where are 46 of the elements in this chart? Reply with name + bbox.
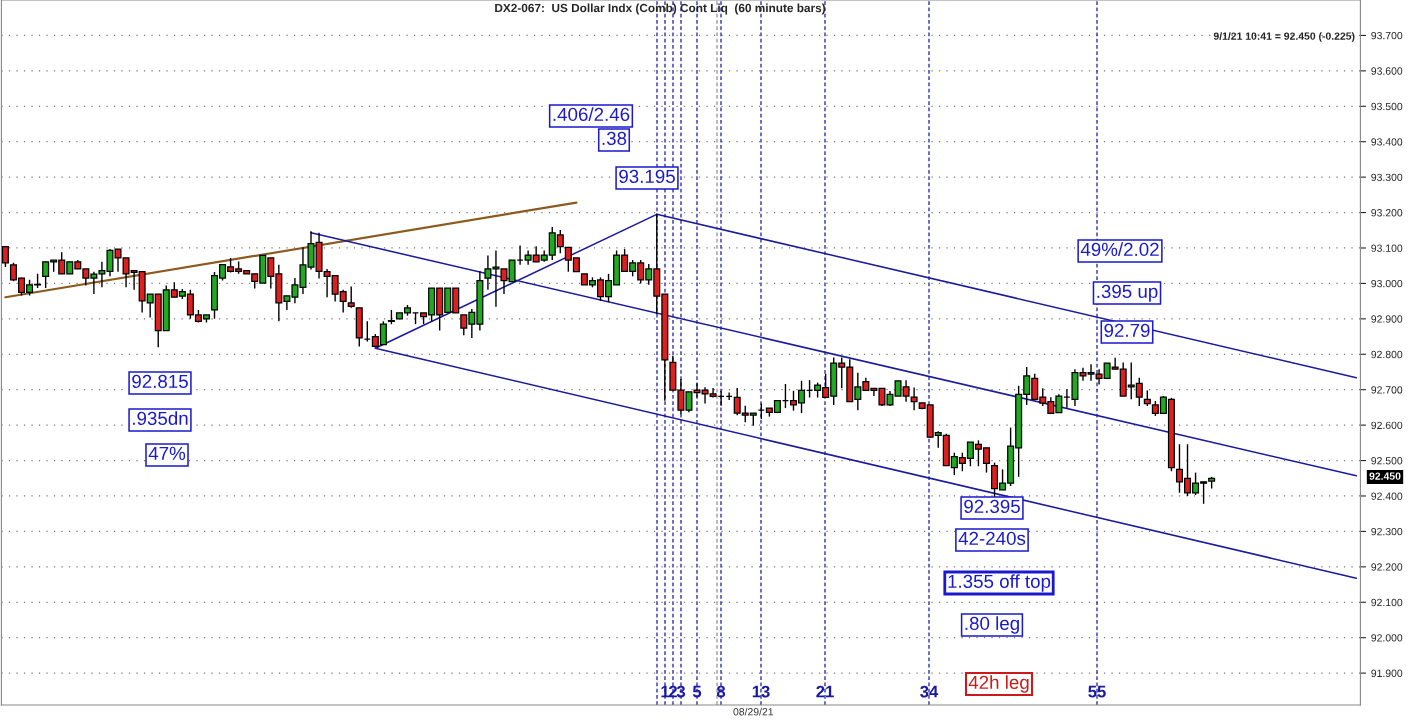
annotation: 42-240s xyxy=(958,531,1026,546)
y-tick-label: 92.400 xyxy=(1371,492,1403,500)
x-tick-label: 08/29/21 xyxy=(733,707,774,716)
y-tick-label: 93.400 xyxy=(1371,138,1403,146)
annotation: 34 xyxy=(920,685,939,698)
y-tick-label: 92.500 xyxy=(1371,457,1403,465)
annotation: 92.815 xyxy=(132,374,188,389)
annotation: 21 xyxy=(816,685,834,698)
annotation: 55 xyxy=(1088,685,1106,698)
annotation: 3 xyxy=(676,685,686,698)
y-tick-label: 93.500 xyxy=(1371,102,1403,111)
annotation: 42h leg xyxy=(968,675,1029,693)
annotation: 5 xyxy=(692,685,702,698)
y-tick-label: 92.300 xyxy=(1371,527,1403,536)
annotation: 93.195 xyxy=(619,169,675,184)
annotation: 49%/2.02 xyxy=(1080,242,1159,257)
annotation: .80 leg xyxy=(965,616,1019,634)
annotation: 1 xyxy=(661,685,670,698)
y-tick-label: 93.000 xyxy=(1371,279,1403,288)
text: 92.450 xyxy=(1369,472,1401,480)
y-tick-label: 92.000 xyxy=(1371,634,1403,642)
annotation: 92.395 xyxy=(964,499,1020,514)
y-tick-label: 92.800 xyxy=(1371,350,1403,359)
annotation: .935dn xyxy=(133,411,188,426)
y-tick-label: 93.600 xyxy=(1371,67,1403,75)
annotation: 47% xyxy=(148,446,186,460)
annotation: 92.79 xyxy=(1104,323,1150,338)
annotation: .38 xyxy=(602,131,627,146)
y-tick-label: 92.100 xyxy=(1371,598,1403,607)
y-tick-label: 92.600 xyxy=(1371,421,1403,429)
y-tick-label: 92.700 xyxy=(1371,386,1403,394)
annotation: 2 xyxy=(668,685,677,698)
y-tick-label: 93.300 xyxy=(1371,173,1403,182)
y-tick-label: 93.700 xyxy=(1371,31,1403,40)
annotation: 1.355 off top xyxy=(948,574,1051,592)
y-tick-label: 93.200 xyxy=(1371,209,1403,217)
chart-title: DX2-067: US Dollar Indx (Comb) Cont Liq (60 minute bars) xyxy=(495,3,826,15)
annotation: 13 xyxy=(752,685,770,698)
y-tick-label: 92.200 xyxy=(1371,563,1403,571)
y-tick-label: 93.100 xyxy=(1371,244,1403,252)
annotation: 9/1/21 10:41 = 92.450 (-0.225) xyxy=(1213,32,1355,42)
annotation: .406/2.46 xyxy=(553,107,630,122)
y-tick-label: 92.900 xyxy=(1371,315,1403,323)
annotation: .395 up xyxy=(1097,284,1158,302)
annotation: 8 xyxy=(716,685,726,698)
y-tick-label: 91.900 xyxy=(1371,669,1403,677)
